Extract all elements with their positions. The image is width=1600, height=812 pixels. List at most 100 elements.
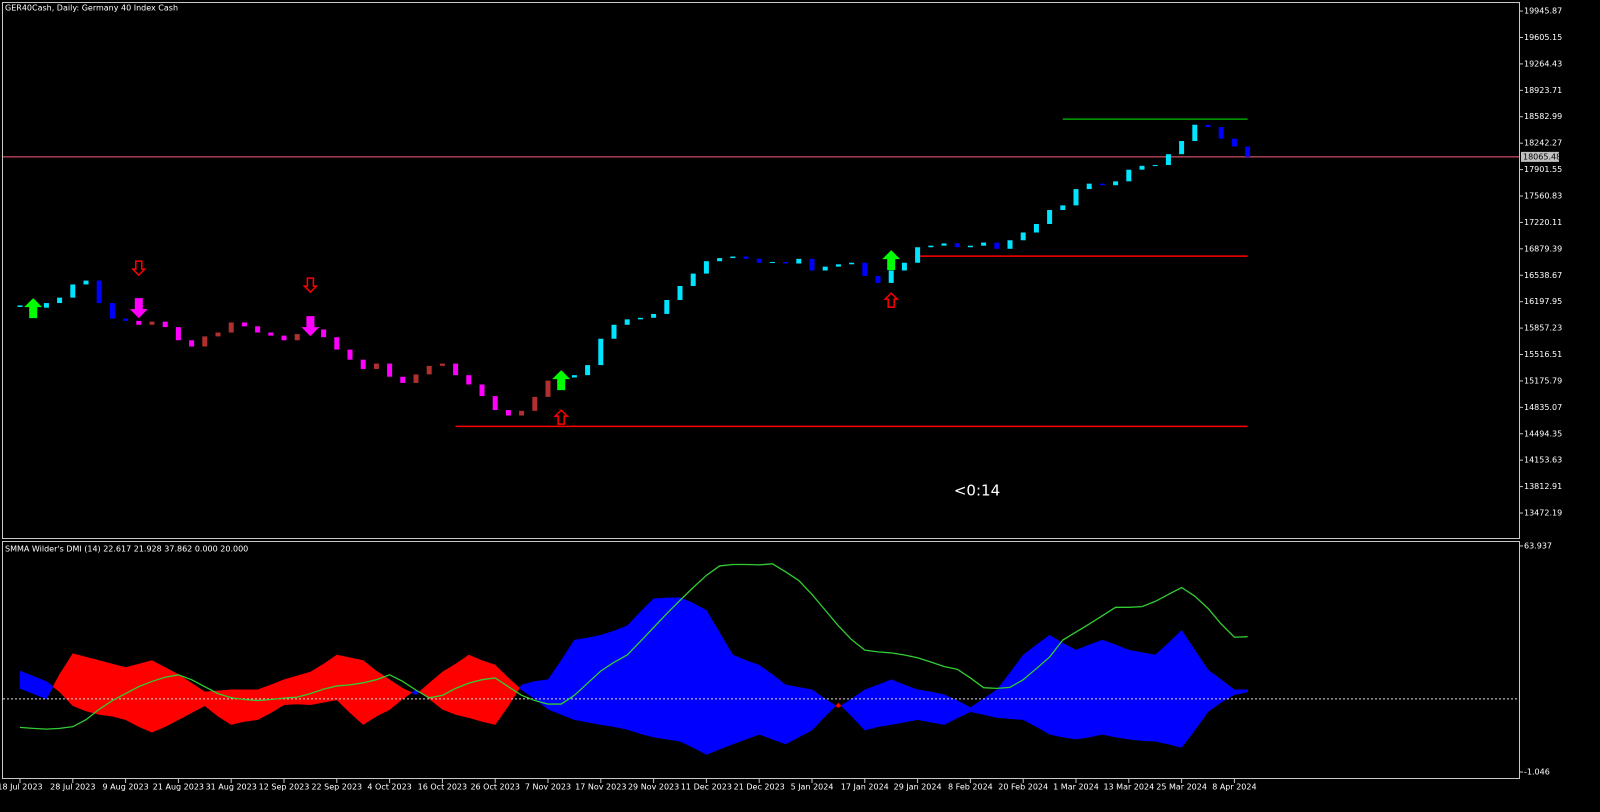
candle [637,317,643,320]
dmi-fill [904,684,918,723]
candle [189,340,195,347]
dmi-fill [1102,639,1116,738]
x-tick-label: 22 Sep 2023 [311,783,362,792]
candle [796,258,802,264]
y-tick-label: 15175.79 [1524,376,1562,385]
dmi-fill [626,611,641,734]
candle [268,332,274,336]
y-tick-label: 19605.15 [1524,33,1562,42]
x-tick-label: 29 Jan 2024 [894,783,942,792]
y-tick-label: 13472.19 [1524,509,1562,518]
candle [1099,183,1105,186]
current-price-box [1521,151,1559,162]
x-tick-label: 28 Jul 2023 [50,783,95,792]
candle [426,365,432,375]
adx-line [19,563,1248,730]
dmi-fill [640,598,654,738]
candle [109,303,115,319]
candle [1113,181,1119,186]
candle [1033,223,1039,233]
x-tick-label: 25 Mar 2024 [1156,783,1207,792]
candle [492,396,498,411]
y-tick-label: 63.937 [1524,541,1552,550]
y-tick-label: 18242.27 [1524,139,1562,148]
dmi-fill [296,671,311,706]
x-tick-label: 20 Feb 2024 [998,783,1048,792]
candle [175,327,181,341]
candle [1179,141,1185,155]
candle [241,322,247,327]
dmi-fill [1115,644,1130,740]
candle [598,338,604,366]
dmi-fill [72,653,87,712]
candle [360,359,366,369]
candle [862,262,868,276]
candle [334,337,340,350]
dmi-fill [1075,644,1090,740]
x-tick-label: 29 Nov 2023 [628,783,679,792]
candle [1060,205,1066,211]
y-tick-label: 17560.83 [1524,192,1562,201]
y-tick-label: 17901.55 [1524,165,1562,174]
dmi-fill [917,689,932,723]
x-tick-label: 8 Feb 2024 [948,783,993,792]
x-tick-label: 9 Aug 2023 [103,783,149,792]
candle [1139,165,1145,170]
y-tick-label: 18923.71 [1524,86,1562,95]
candle [228,322,234,333]
candle [439,363,445,366]
y-tick-label: 19264.43 [1524,59,1562,68]
candle [43,303,49,308]
candle [888,270,894,283]
dmi-fill [468,654,483,722]
candle [571,375,577,378]
dmi-fill [679,597,694,748]
candle [849,262,855,265]
candle [981,242,987,246]
y-tick-label: 18582.99 [1524,112,1562,121]
y-tick-label: 14835.07 [1524,403,1562,412]
candle [479,384,485,397]
dmi-fill [824,698,837,717]
price-panel: 19945.87 19605.15 19264.43 18923.71 18582.99… [3,7,1562,518]
dmi-fill [1036,634,1050,735]
candle [1073,189,1079,206]
dmi-fill [613,625,628,730]
dmi-fill [138,660,153,733]
dmi-fill [125,663,140,728]
candle [545,380,551,397]
candle [70,284,76,298]
candle [255,326,261,333]
candle [1152,165,1158,167]
x-tick-label: 13 Mar 2024 [1103,783,1154,792]
dmi-fill [1128,649,1143,741]
alert-arrow [130,260,147,277]
dmi-fill [244,689,258,722]
dmi-fill [481,660,496,725]
x-tick-label: 17 Nov 2023 [575,783,626,792]
candle [769,261,775,263]
candle [347,349,353,360]
y-tick-label: 16879.39 [1524,244,1562,253]
candle [1192,124,1198,142]
candle [1165,154,1171,166]
dmi-fill [890,679,905,725]
x-tick-label: 16 Oct 2023 [418,783,467,792]
x-tick-label: 5 Jan 2024 [791,783,834,792]
signal-arrow [552,370,571,391]
candle [1086,183,1092,190]
dmi-fill [732,654,747,745]
dmi-fill [758,664,773,740]
x-tick-label: 7 Nov 2023 [525,783,571,792]
candle [321,329,327,338]
candle [611,324,617,339]
alert-arrow [553,409,570,425]
dmi-fill [349,657,364,726]
candle [730,256,736,259]
dmi-fill [1154,642,1169,745]
candle [664,299,670,314]
x-tick-label: 26 Oct 2023 [470,783,519,792]
dmi-fill [877,679,892,727]
dmi-fill [283,675,298,706]
